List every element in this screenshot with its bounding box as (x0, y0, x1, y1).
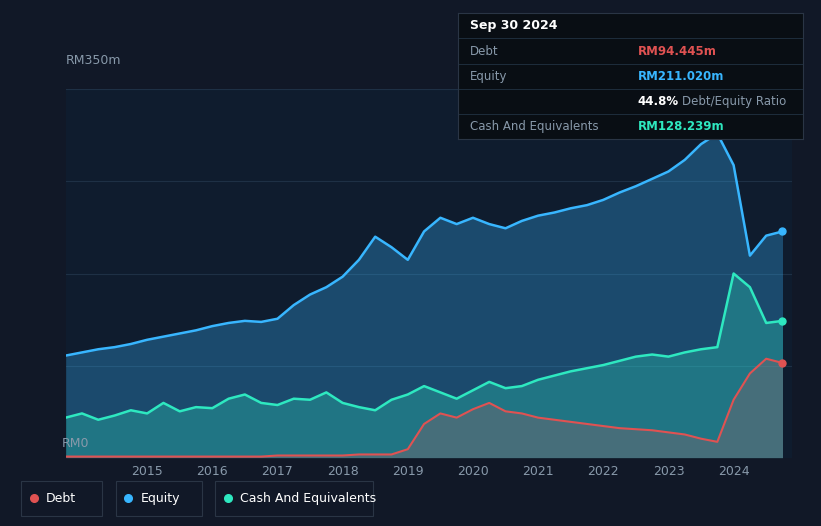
Text: Cash And Equivalents: Cash And Equivalents (470, 120, 599, 133)
Text: Debt: Debt (46, 492, 76, 505)
Text: Equity: Equity (140, 492, 180, 505)
Text: 44.8%: 44.8% (637, 95, 678, 108)
Text: Sep 30 2024: Sep 30 2024 (470, 19, 557, 32)
Text: RM0: RM0 (62, 437, 89, 450)
Text: Cash And Equivalents: Cash And Equivalents (240, 492, 376, 505)
Text: Debt: Debt (470, 45, 499, 57)
Text: RM350m: RM350m (66, 54, 122, 67)
Text: RM128.239m: RM128.239m (637, 120, 724, 133)
Text: Debt/Equity Ratio: Debt/Equity Ratio (682, 95, 787, 108)
Text: RM211.020m: RM211.020m (637, 70, 724, 83)
Text: RM94.445m: RM94.445m (637, 45, 716, 57)
Text: Equity: Equity (470, 70, 507, 83)
